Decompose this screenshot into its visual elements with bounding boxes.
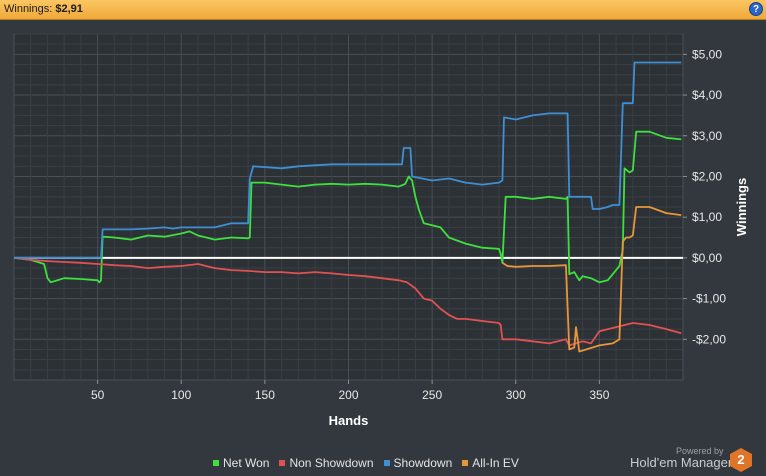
legend-swatch-showdown	[383, 460, 390, 466]
series-line-all-in-ev	[501, 206, 682, 353]
y-tick-label: -$2,00	[692, 332, 726, 346]
y-tick-label: $4,00	[692, 88, 722, 102]
x-tick-label: 200	[338, 388, 358, 402]
y-tick-label: $0,00	[692, 251, 722, 265]
legend-item-net-won[interactable]: Net Won	[213, 456, 269, 470]
legend-label-non-showdown: Non Showdown	[289, 456, 374, 470]
x-tick-label: 100	[171, 388, 191, 402]
brand-name: Hold'em Manager	[630, 455, 733, 470]
legend-swatch-net-won	[213, 460, 219, 466]
header-bar: Winnings: $2,91 ?	[0, 0, 766, 20]
winnings-summary: Winnings: $2,91	[4, 3, 83, 15]
legend-label-net-won: Net Won	[223, 456, 270, 470]
y-tick-label: $1,00	[692, 210, 722, 224]
help-icon[interactable]: ?	[749, 2, 763, 16]
y-tick-label: $2,00	[692, 169, 722, 183]
y-tick-label: $3,00	[692, 129, 722, 143]
y-tick-label: $5,00	[692, 47, 722, 61]
holdem-manager-logo-icon: 2	[730, 448, 752, 472]
y-tick-label: -$1,00	[692, 292, 726, 306]
legend-swatch-non-showdown	[279, 460, 286, 466]
powered-by-text: Powered by	[676, 446, 724, 456]
x-tick-label: 300	[506, 388, 526, 402]
series-line-showdown	[14, 61, 682, 259]
x-tick-label: 150	[255, 388, 275, 402]
legend-item-non-showdown[interactable]: Non Showdown	[279, 456, 374, 470]
legend-item-all-in-ev[interactable]: All-In EV	[462, 456, 519, 470]
x-tick-label: 350	[589, 388, 609, 402]
y-axis-title: Winnings	[734, 178, 749, 236]
legend-label-all-in-ev: All-In EV	[472, 456, 519, 470]
legend-label-showdown: Showdown	[393, 456, 453, 470]
series-line-net-won	[13, 130, 682, 284]
winnings-value: $2,91	[55, 3, 83, 15]
chart-legend: Net Won Non Showdown Showdown All-In EV	[213, 456, 519, 470]
x-tick-label: 250	[422, 388, 442, 402]
winnings-label: Winnings:	[4, 3, 53, 15]
x-tick-label: 50	[91, 388, 105, 402]
x-axis-title: Hands	[329, 413, 369, 428]
legend-item-showdown[interactable]: Showdown	[383, 456, 453, 470]
legend-swatch-all-in-ev	[462, 460, 469, 466]
